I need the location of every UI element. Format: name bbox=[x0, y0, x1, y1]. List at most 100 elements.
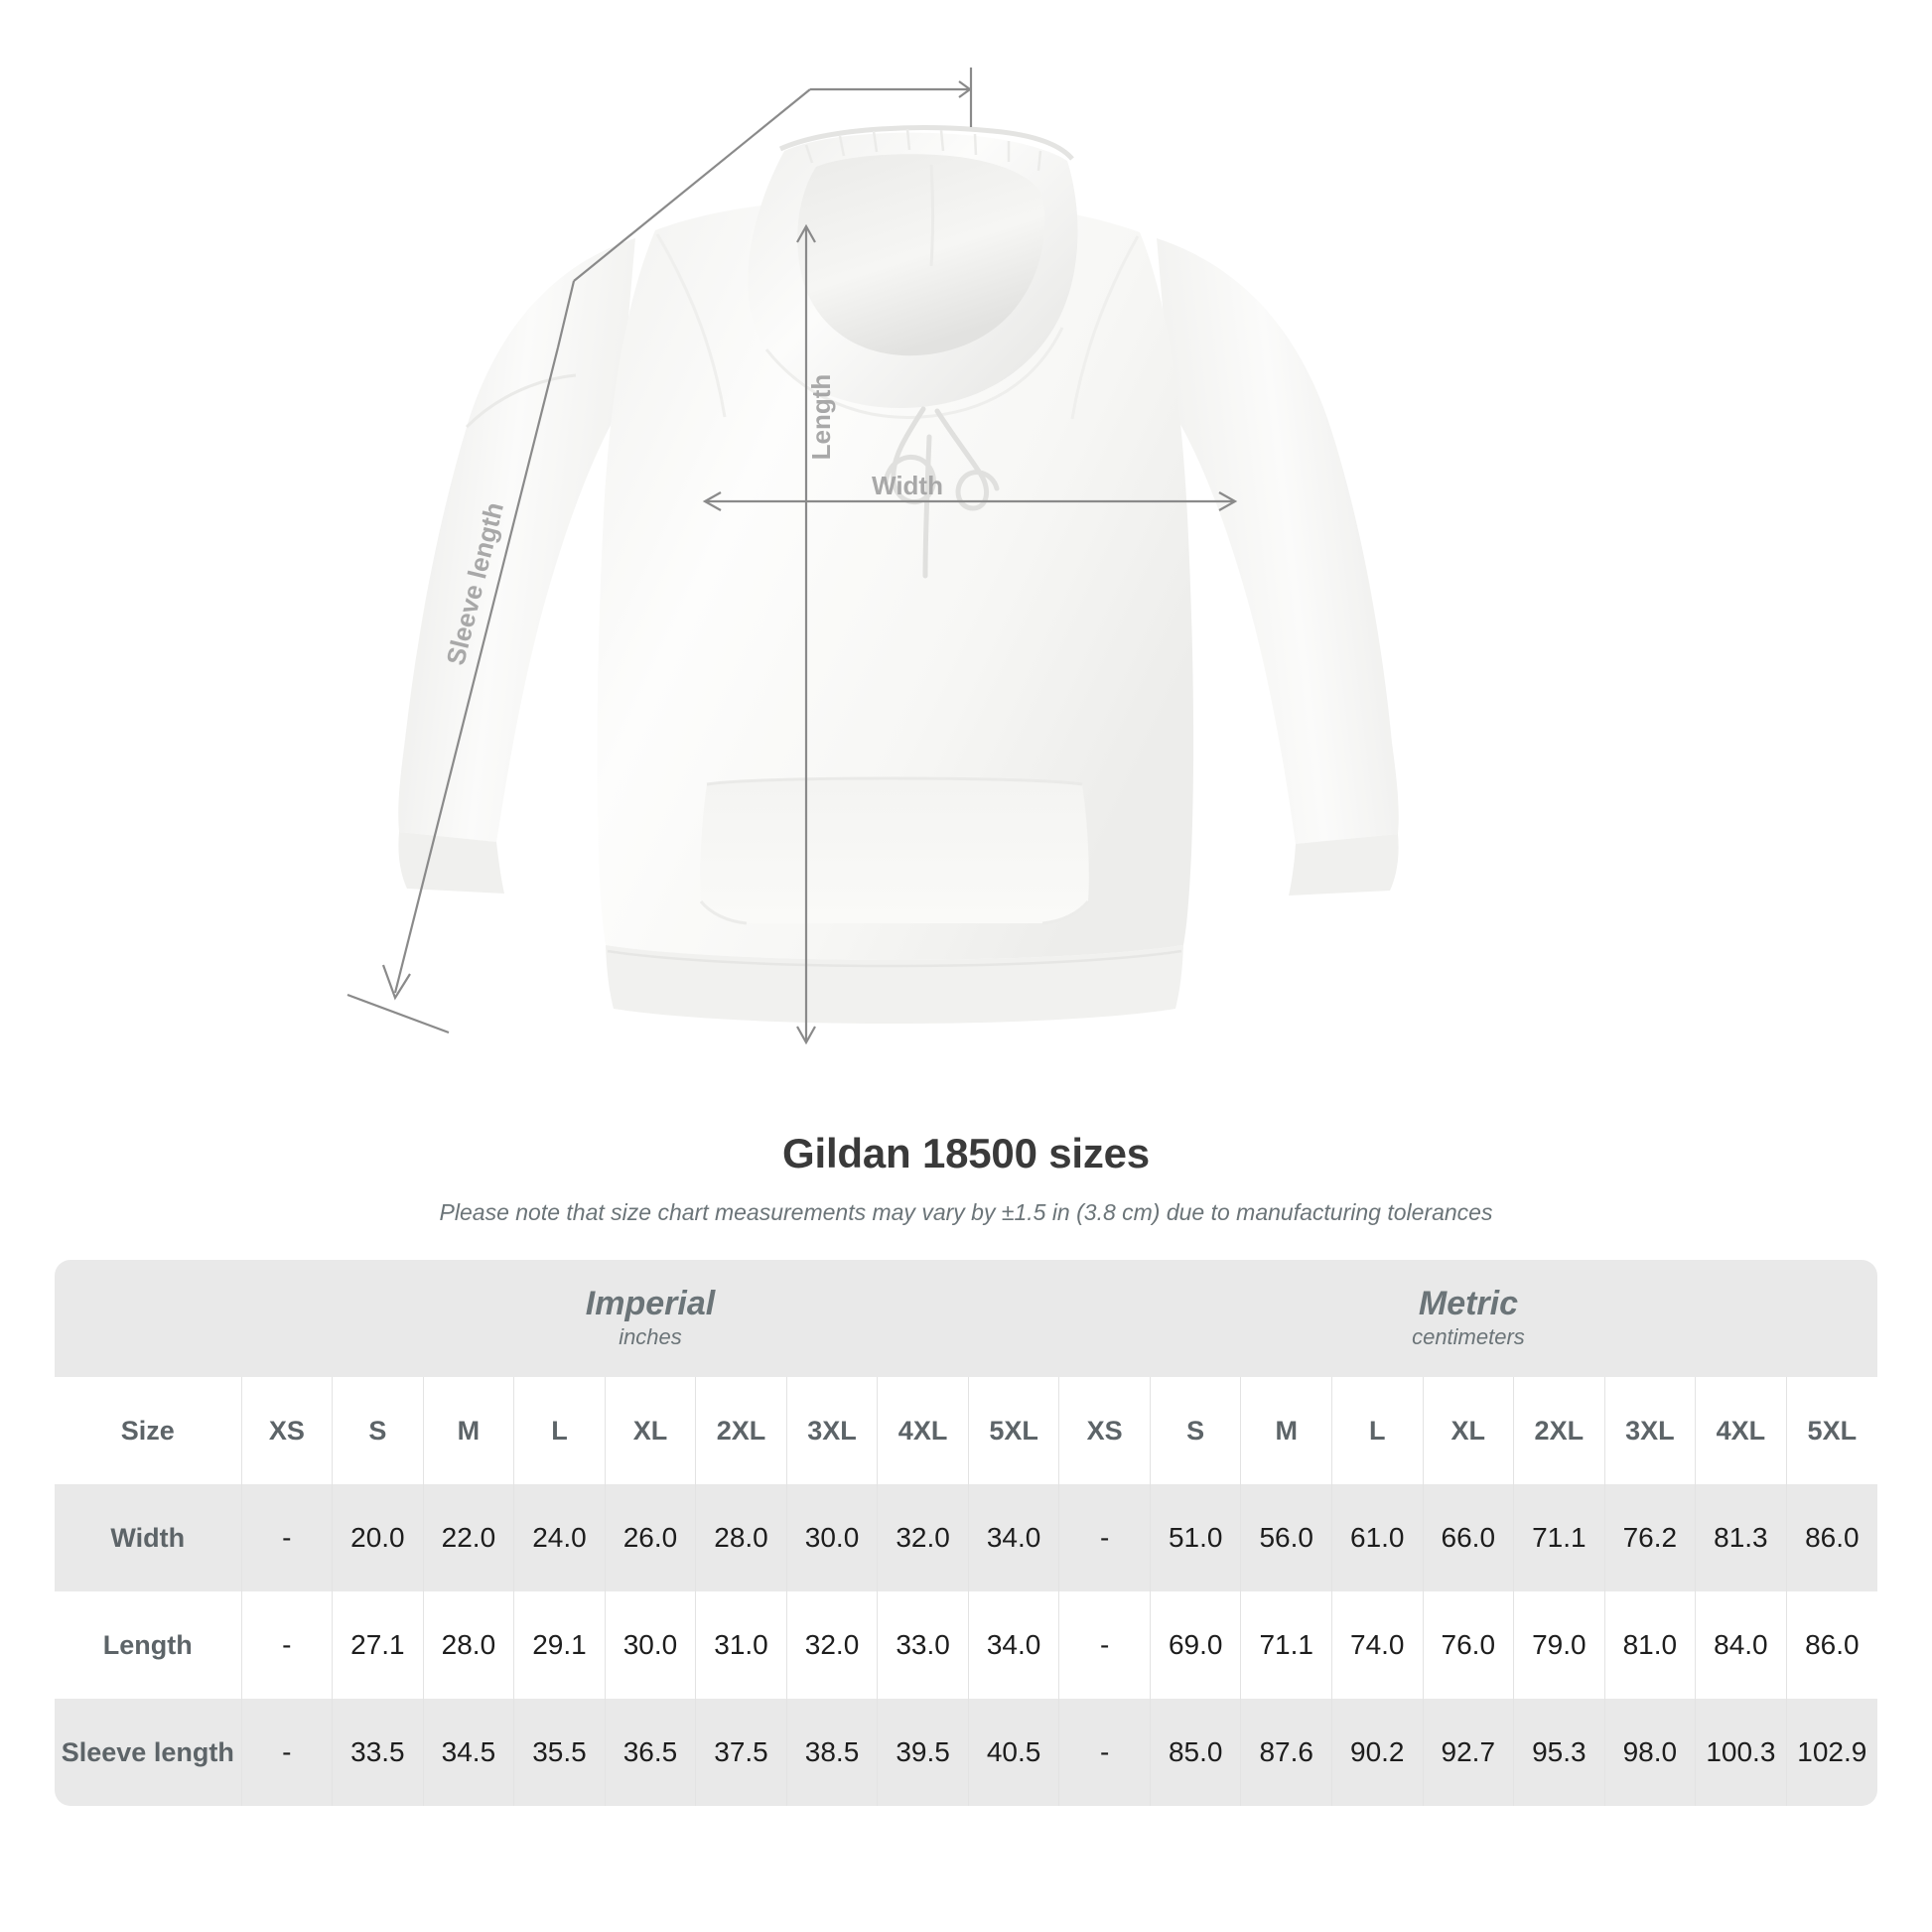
left-cuff bbox=[398, 832, 504, 894]
cell-imperial-3xl: 38.5 bbox=[785, 1699, 878, 1806]
cell-metric-xl: 92.7 bbox=[1422, 1699, 1514, 1806]
size-header-l: L bbox=[1330, 1377, 1424, 1484]
unit-band-row: Imperial inches Metric centimeters bbox=[55, 1260, 1877, 1377]
tolerance-note: Please note that size chart measurements… bbox=[439, 1199, 1493, 1225]
size-header-xl: XL bbox=[1422, 1377, 1514, 1484]
kangaroo-pocket bbox=[700, 778, 1089, 923]
cell-metric-s: 51.0 bbox=[1149, 1484, 1241, 1591]
cell-metric-xl: 66.0 bbox=[1422, 1484, 1514, 1591]
cell-imperial-xl: 30.0 bbox=[604, 1591, 696, 1699]
length-label: Length bbox=[806, 374, 836, 461]
cell-metric-xs: - bbox=[1058, 1484, 1151, 1591]
row-label-sleeve-length: Sleeve length bbox=[55, 1699, 242, 1806]
cell-metric-m: 71.1 bbox=[1240, 1591, 1332, 1699]
table-row: Length -27.1 28.0 29.1 30.0 31.0 32.0 33.0 34.0-… bbox=[55, 1591, 1877, 1699]
size-header-4xl: 4XL bbox=[1695, 1377, 1787, 1484]
cell-imperial-l: 24.0 bbox=[513, 1484, 606, 1591]
cell-imperial-s: 27.1 bbox=[332, 1591, 424, 1699]
size-header-s: S bbox=[1149, 1377, 1241, 1484]
cell-imperial-xs: - bbox=[240, 1591, 333, 1699]
size-header-4xl: 4XL bbox=[877, 1377, 969, 1484]
size-header-xs: XS bbox=[240, 1377, 333, 1484]
cell-metric-xs: - bbox=[1058, 1591, 1151, 1699]
cell-imperial-4xl: 33.0 bbox=[877, 1591, 969, 1699]
cell-metric-2xl: 79.0 bbox=[1513, 1591, 1605, 1699]
cell-metric-5xl: 86.0 bbox=[1785, 1591, 1877, 1699]
unit-band-metric: Metric centimeters bbox=[1058, 1260, 1877, 1377]
hoodie-body bbox=[597, 199, 1194, 960]
width-label: Width bbox=[872, 471, 943, 500]
cell-imperial-xl: 36.5 bbox=[604, 1699, 696, 1806]
size-chart-table: Imperial inches Metric centimeters Size XS S M L… bbox=[55, 1260, 1877, 1806]
row-label-length: Length bbox=[55, 1591, 242, 1699]
size-header-m: M bbox=[1240, 1377, 1332, 1484]
cell-metric-m: 87.6 bbox=[1240, 1699, 1332, 1806]
size-header-2xl: 2XL bbox=[1513, 1377, 1605, 1484]
cell-imperial-m: 22.0 bbox=[422, 1484, 514, 1591]
cell-metric-3xl: 76.2 bbox=[1603, 1484, 1696, 1591]
hood-ribbing bbox=[804, 128, 1042, 172]
cell-metric-s: 69.0 bbox=[1149, 1591, 1241, 1699]
size-header-xs: XS bbox=[1058, 1377, 1151, 1484]
cell-imperial-s: 20.0 bbox=[332, 1484, 424, 1591]
unit-subtitle: inches bbox=[619, 1324, 682, 1350]
cell-imperial-2xl: 31.0 bbox=[695, 1591, 787, 1699]
table-row: Sleeve length - 33.5 34.5 35.5 36.5 37.5 38.5 39… bbox=[55, 1699, 1877, 1806]
cell-metric-4xl: 81.3 bbox=[1695, 1484, 1787, 1591]
page-title: Gildan 18500 sizes bbox=[782, 1130, 1150, 1176]
size-header-2xl: 2XL bbox=[695, 1377, 787, 1484]
size-chart-body: Imperial inches Metric centimeters Size XS S M L… bbox=[55, 1260, 1877, 1806]
cell-metric-2xl: 95.3 bbox=[1513, 1699, 1605, 1806]
row-label-width: Width bbox=[55, 1484, 242, 1591]
cell-metric-l: 61.0 bbox=[1330, 1484, 1424, 1591]
cell-imperial-5xl: 34.0 bbox=[967, 1484, 1059, 1591]
cell-metric-4xl: 100.3 bbox=[1695, 1699, 1787, 1806]
size-header-m: M bbox=[422, 1377, 514, 1484]
left-sleeve bbox=[398, 238, 635, 842]
cell-imperial-4xl: 32.0 bbox=[877, 1484, 969, 1591]
size-chart-table-wrapper: Imperial inches Metric centimeters Size XS S M L… bbox=[55, 1260, 1877, 1806]
hood-inner bbox=[797, 154, 1045, 356]
cell-imperial-4xl: 39.5 bbox=[877, 1699, 969, 1806]
measurement-guides bbox=[346, 68, 1238, 1045]
unit-name: Metric bbox=[1418, 1285, 1519, 1323]
cell-imperial-3xl: 32.0 bbox=[785, 1591, 878, 1699]
cell-imperial-5xl: 34.0 bbox=[967, 1591, 1059, 1699]
size-header-3xl: 3XL bbox=[785, 1377, 878, 1484]
cell-imperial-5xl: 40.5 bbox=[967, 1699, 1059, 1806]
drawstrings bbox=[883, 406, 1000, 579]
size-header-3xl: 3XL bbox=[1603, 1377, 1696, 1484]
cell-imperial-l: 29.1 bbox=[513, 1591, 606, 1699]
sleeve-bottom-tick bbox=[346, 993, 450, 1035]
cell-imperial-l: 35.5 bbox=[513, 1699, 606, 1806]
table-row: Width -20.0 22.0 24.0 26.0 28.0 30.0 32.0 34.0-5… bbox=[55, 1484, 1877, 1591]
cell-metric-xs: - bbox=[1058, 1699, 1151, 1806]
cell-imperial-xl: 26.0 bbox=[604, 1484, 696, 1591]
cell-imperial-xs: - bbox=[240, 1484, 333, 1591]
size-header-5xl: 5XL bbox=[967, 1377, 1059, 1484]
cell-imperial-2xl: 37.5 bbox=[695, 1699, 787, 1806]
bottom-hem bbox=[606, 945, 1183, 1024]
size-header-s: S bbox=[332, 1377, 424, 1484]
unit-name: Imperial bbox=[585, 1285, 716, 1323]
size-header-5xl: 5XL bbox=[1785, 1377, 1877, 1484]
cell-imperial-s: 33.5 bbox=[332, 1699, 424, 1806]
cell-metric-3xl: 98.0 bbox=[1603, 1699, 1696, 1806]
cell-metric-5xl: 86.0 bbox=[1785, 1484, 1877, 1591]
size-header-l: L bbox=[513, 1377, 606, 1484]
sleeve-length-line bbox=[393, 346, 560, 994]
size-header-row: Size XS S M L XL 2XL 3XL 4XL 5XL XS S M L XL 2XL 3XL 4XL 5… bbox=[55, 1377, 1877, 1484]
right-cuff bbox=[1289, 834, 1399, 896]
unit-subtitle: centimeters bbox=[1412, 1324, 1525, 1350]
cell-imperial-m: 34.5 bbox=[422, 1699, 514, 1806]
cell-imperial-m: 28.0 bbox=[422, 1591, 514, 1699]
hoodie-illustration: Length Width Sleeve length bbox=[346, 68, 1399, 1045]
cell-metric-3xl: 81.0 bbox=[1603, 1591, 1696, 1699]
cell-metric-5xl: 102.9 bbox=[1785, 1699, 1877, 1806]
unit-band-imperial: Imperial inches bbox=[241, 1260, 1059, 1377]
cell-metric-s: 85.0 bbox=[1149, 1699, 1241, 1806]
size-header-label: Size bbox=[55, 1377, 242, 1484]
cell-metric-m: 56.0 bbox=[1240, 1484, 1332, 1591]
cell-metric-l: 74.0 bbox=[1330, 1591, 1424, 1699]
size-header-xl: XL bbox=[604, 1377, 696, 1484]
